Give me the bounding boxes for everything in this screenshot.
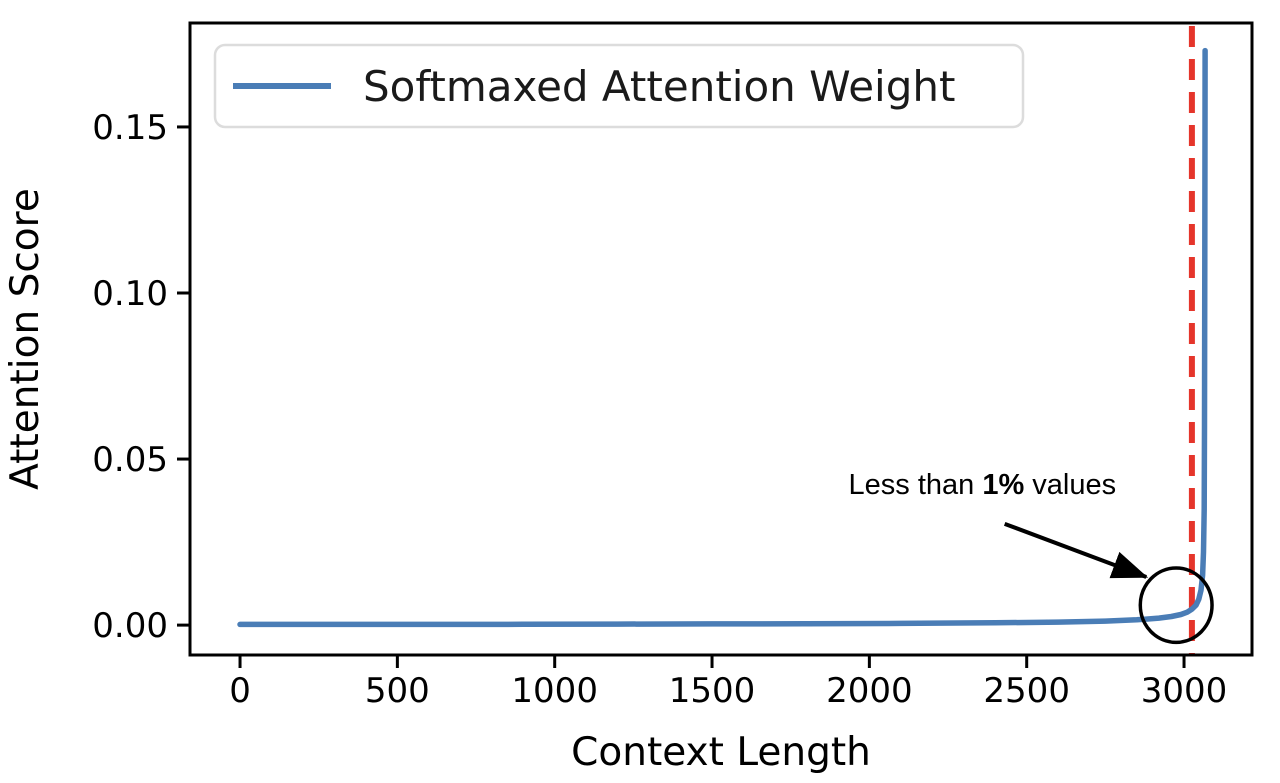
- annotation-text-bold: 1%: [982, 469, 1024, 501]
- x-tick-label: 2000: [826, 671, 913, 711]
- attention-curve-line: [237, 47, 1208, 628]
- y-tick-label: 0.15: [92, 108, 168, 148]
- annotation-text: Less than 1% values: [849, 469, 1117, 501]
- annotation-text-suffix: values: [1024, 469, 1116, 501]
- y-tick-label: 0.00: [92, 606, 168, 646]
- annotation-arrow: [1003, 521, 1149, 579]
- legend-box: [213, 43, 1025, 129]
- x-tick-label: 3000: [1141, 671, 1228, 711]
- x-tick-label: 0: [229, 671, 251, 711]
- x-tick-label: 2500: [983, 671, 1070, 711]
- annotation-circle: [1138, 566, 1214, 645]
- y-tick-label: 0.05: [92, 440, 168, 480]
- legend-label: Softmaxed Attention Weight: [363, 62, 955, 111]
- y-axis-label: Attention Score: [3, 188, 48, 490]
- legend: Softmaxed Attention Weight: [213, 43, 1025, 129]
- x-tick-label: 1000: [511, 671, 598, 711]
- x-tick-label: 500: [365, 671, 430, 711]
- plot-frame: [188, 21, 1254, 657]
- annotation-text-prefix: Less than: [849, 469, 983, 501]
- x-axis-label: Context Length: [571, 730, 871, 775]
- x-tick-label: 1500: [669, 671, 756, 711]
- y-tick-label: 0.10: [92, 274, 168, 314]
